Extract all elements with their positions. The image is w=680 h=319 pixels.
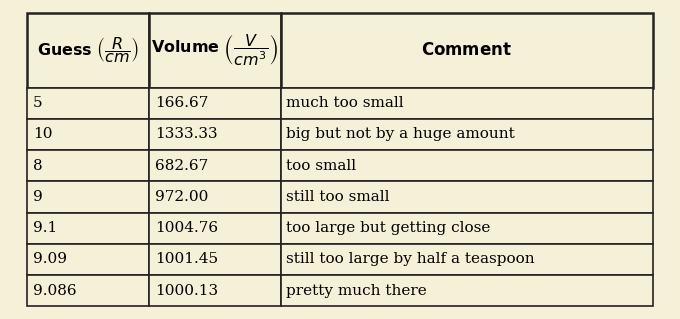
Text: 972.00: 972.00: [154, 190, 208, 204]
Text: 1001.45: 1001.45: [154, 252, 218, 266]
Bar: [149, 244, 281, 275]
Text: 9.09: 9.09: [33, 252, 67, 266]
Text: 10: 10: [33, 128, 52, 141]
Text: 5: 5: [33, 96, 42, 110]
Bar: [149, 212, 281, 244]
Text: 166.67: 166.67: [154, 96, 208, 110]
Text: too small: too small: [286, 159, 356, 173]
Text: 9.1: 9.1: [33, 221, 57, 235]
Bar: [149, 13, 281, 88]
Text: too large but getting close: too large but getting close: [286, 221, 490, 235]
Text: still too large by half a teaspoon: still too large by half a teaspoon: [286, 252, 534, 266]
Bar: [27, 150, 149, 181]
Bar: [149, 181, 281, 212]
Bar: [281, 181, 653, 212]
Bar: [149, 150, 281, 181]
Text: 1004.76: 1004.76: [154, 221, 218, 235]
Bar: [27, 88, 149, 119]
Text: pretty much there: pretty much there: [286, 284, 427, 298]
Bar: [27, 244, 149, 275]
Text: much too small: much too small: [286, 96, 404, 110]
Bar: [27, 181, 149, 212]
Bar: [281, 150, 653, 181]
Text: 8: 8: [33, 159, 42, 173]
Bar: [281, 212, 653, 244]
Text: $\mathbf{Comment}$: $\mathbf{Comment}$: [421, 42, 512, 59]
Text: 1333.33: 1333.33: [154, 128, 217, 141]
Bar: [149, 88, 281, 119]
Text: 9: 9: [33, 190, 42, 204]
Bar: [281, 244, 653, 275]
Text: big but not by a huge amount: big but not by a huge amount: [286, 128, 515, 141]
Bar: [281, 13, 653, 88]
Text: still too small: still too small: [286, 190, 390, 204]
Text: $\mathbf{Guess}\ \left(\dfrac{R}{cm}\right)$: $\mathbf{Guess}\ \left(\dfrac{R}{cm}\rig…: [37, 35, 139, 65]
Text: 682.67: 682.67: [154, 159, 208, 173]
Text: 9.086: 9.086: [33, 284, 76, 298]
Bar: [281, 88, 653, 119]
Text: 1000.13: 1000.13: [154, 284, 218, 298]
Bar: [149, 119, 281, 150]
Text: $\mathbf{Volume}\ \left(\dfrac{V}{cm^3}\right)$: $\mathbf{Volume}\ \left(\dfrac{V}{cm^3}\…: [152, 32, 278, 68]
Bar: [27, 212, 149, 244]
Bar: [27, 275, 149, 306]
Bar: [149, 275, 281, 306]
Bar: [281, 119, 653, 150]
Bar: [27, 13, 149, 88]
Bar: [281, 275, 653, 306]
Bar: [27, 119, 149, 150]
